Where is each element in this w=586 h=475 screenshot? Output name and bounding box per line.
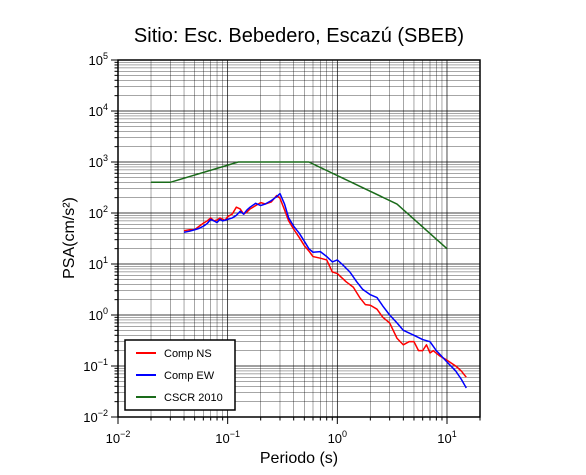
series-line-3: [151, 161, 448, 250]
plot-frame: [117, 59, 481, 418]
x-axis-label: Periodo (s): [260, 450, 338, 467]
legend-box: [124, 339, 236, 411]
chart-title: Sitio: Esc. Bebedero, Escazú (SBEB): [134, 25, 464, 47]
y-tick-label: 102: [89, 204, 108, 221]
legend: Comp NS Comp EW CSCR 2010: [124, 339, 236, 411]
x-tick-label: 10−1: [215, 429, 240, 446]
legend-label: Comp NS: [164, 348, 212, 360]
x-tick-label: 101: [437, 429, 456, 446]
y-tick-label: 100: [89, 306, 108, 323]
y-tick-label: 105: [89, 51, 108, 68]
y-tick-label: 101: [89, 255, 108, 272]
y-tick-label: 10−1: [83, 357, 108, 374]
x-tick-label: 100: [328, 429, 347, 446]
legend-label: Comp EW: [164, 370, 215, 382]
y-tick-label: 103: [89, 153, 108, 170]
y-tick-label: 10−2: [83, 408, 108, 425]
data-series: [151, 161, 467, 389]
x-axis: 10−2 10−1 100 101: [106, 417, 481, 446]
x-tick-label: 10−2: [106, 429, 131, 446]
legend-label: CSCR 2010: [164, 392, 223, 404]
y-axis-label: PSA(cm/s²): [61, 197, 78, 279]
y-axis: 10−2 10−1 100 101 102 103 104 105: [83, 51, 118, 425]
series-line-2: [183, 192, 467, 389]
series-line-1: [183, 194, 467, 378]
y-tick-label: 104: [89, 102, 108, 119]
grid-lines: [117, 59, 481, 418]
